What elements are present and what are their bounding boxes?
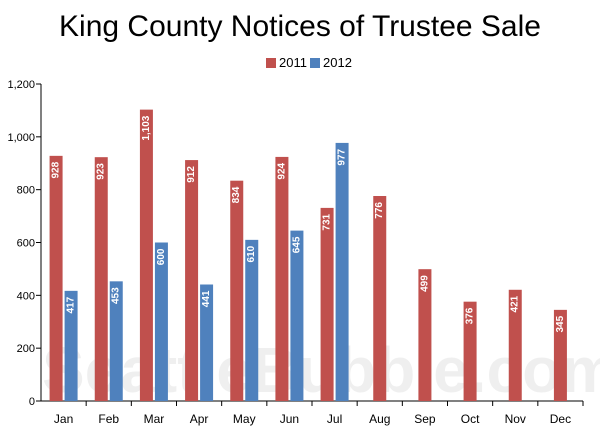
data-label-2012-may: 610 (246, 245, 257, 262)
bar-2011-mar (139, 109, 153, 401)
bar-2012-jan (64, 290, 78, 401)
legend: 2011 2012 (266, 55, 352, 70)
legend-label-2011: 2011 (279, 55, 307, 70)
bar-2011-jan (49, 155, 63, 401)
bar-2011-oct (463, 301, 477, 401)
legend-label-2012: 2012 (323, 55, 352, 70)
x-tick-label: Jun (280, 412, 299, 426)
data-label-2012-feb: 453 (111, 287, 122, 304)
bar-2012-may (245, 239, 259, 401)
axes: 0 200 400 600 800 1,000 1,200 Jan Feb Mar Apr May Ju… (7, 79, 584, 426)
y-tick-label: 800 (17, 185, 35, 197)
x-tick-label: Apr (190, 412, 209, 426)
data-label-2011-mar: 1,103 (141, 115, 152, 140)
bar-2011-jun (275, 156, 289, 401)
legend-swatch-2012 (310, 58, 320, 68)
data-label-2011-apr: 912 (186, 166, 197, 183)
bar-2011-feb (94, 157, 108, 401)
x-tick-label: Aug (369, 412, 390, 426)
data-label-2011-may: 834 (231, 186, 242, 203)
x-tick-label: Mar (144, 412, 165, 426)
data-label-2012-jan: 417 (66, 296, 77, 313)
x-tick-label: Oct (461, 412, 480, 426)
x-tick-label: Nov (505, 412, 526, 426)
data-label-2012-jul: 977 (337, 148, 348, 165)
x-tick-label: Dec (550, 412, 571, 426)
bar-2011-sep (418, 269, 432, 401)
bar-2012-feb (109, 281, 123, 401)
bar-2011-jul (320, 207, 334, 401)
y-tick-label: 200 (17, 343, 35, 355)
data-label-2012-apr: 441 (201, 290, 212, 307)
legend-swatch-2011 (266, 58, 276, 68)
data-label-2011-aug: 776 (374, 202, 385, 219)
data-label-2012-mar: 600 (156, 248, 167, 265)
bar-2011-dec (553, 309, 567, 401)
y-tick-label: 400 (17, 290, 35, 302)
bar-2012-mar (154, 242, 168, 401)
data-label-2012-jun: 645 (291, 236, 302, 253)
bar-2011-apr (185, 160, 199, 401)
chart-title: King County Notices of Trustee Sale (59, 10, 541, 43)
data-label-2011-jan: 928 (51, 161, 62, 178)
data-label-2011-sep: 499 (419, 275, 430, 292)
bar-2011-aug (373, 196, 387, 401)
bar-2012-jun (290, 230, 304, 401)
data-label-2011-nov: 421 (510, 295, 521, 312)
x-tick-label: Feb (98, 412, 119, 426)
x-tick-label: Jan (54, 412, 73, 426)
bar-2011-nov (508, 289, 522, 401)
data-label-2011-jun: 924 (276, 162, 287, 179)
data-label-2011-oct: 376 (465, 307, 476, 324)
y-tick-label: 1,000 (7, 132, 35, 144)
data-label-2011-jul: 731 (322, 213, 333, 230)
data-labels: 928 417 923 453 1,103 600 912 441 834 610 924 645 73… (51, 115, 566, 332)
bar-2012-jul (335, 142, 349, 401)
y-tick-label: 1,200 (7, 79, 35, 91)
x-tick-label: May (233, 412, 256, 426)
data-label-2011-feb: 923 (96, 163, 107, 180)
x-tick-label: Sep (414, 412, 436, 426)
bars (49, 109, 567, 401)
bar-2011-may (230, 180, 244, 401)
y-tick-label: 600 (17, 238, 35, 250)
bar-2012-apr (200, 284, 214, 401)
data-label-2011-dec: 345 (555, 315, 566, 332)
x-tick-label: Jul (327, 412, 342, 426)
y-tick-label: 0 (29, 396, 35, 408)
